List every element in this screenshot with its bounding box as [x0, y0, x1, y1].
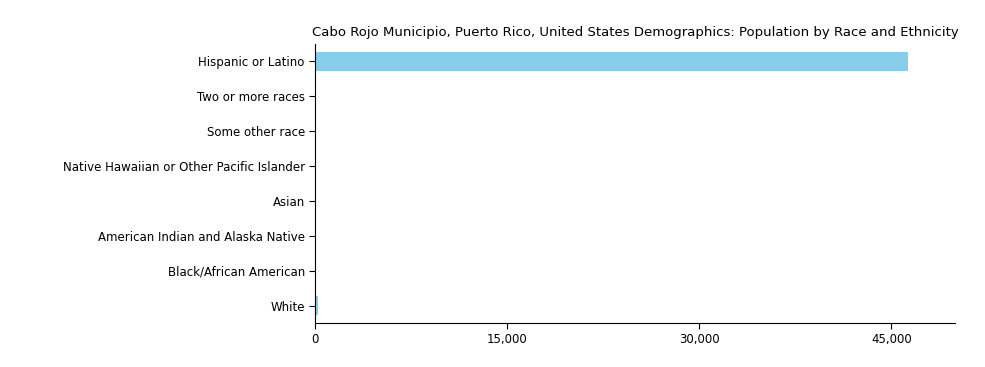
- Title: Cabo Rojo Municipio, Puerto Rico, United States Demographics: Population by Race: Cabo Rojo Municipio, Puerto Rico, United…: [312, 26, 958, 39]
- Bar: [315, 296, 318, 315]
- Bar: [315, 52, 908, 71]
